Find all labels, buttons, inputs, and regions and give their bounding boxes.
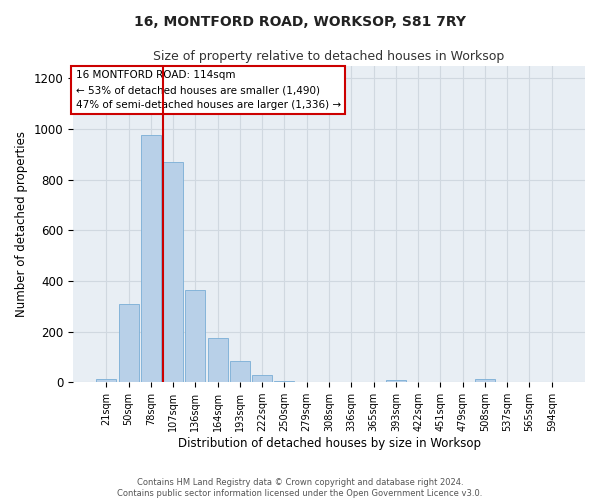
Bar [185,290,205,382]
Bar [252,375,272,382]
Bar [163,162,183,382]
Text: Contains HM Land Registry data © Crown copyright and database right 2024.
Contai: Contains HM Land Registry data © Crown c… [118,478,482,498]
X-axis label: Distribution of detached houses by size in Worksop: Distribution of detached houses by size … [178,437,481,450]
Bar [230,360,250,382]
Bar [119,304,139,382]
Bar [96,379,116,382]
Bar [386,380,406,382]
Bar [208,338,227,382]
Text: 16 MONTFORD ROAD: 114sqm
← 53% of detached houses are smaller (1,490)
47% of sem: 16 MONTFORD ROAD: 114sqm ← 53% of detach… [76,70,341,110]
Text: 16, MONTFORD ROAD, WORKSOP, S81 7RY: 16, MONTFORD ROAD, WORKSOP, S81 7RY [134,15,466,29]
Title: Size of property relative to detached houses in Worksop: Size of property relative to detached ho… [154,50,505,63]
Bar [475,379,495,382]
Bar [141,135,161,382]
Y-axis label: Number of detached properties: Number of detached properties [15,131,28,317]
Bar [274,381,295,382]
